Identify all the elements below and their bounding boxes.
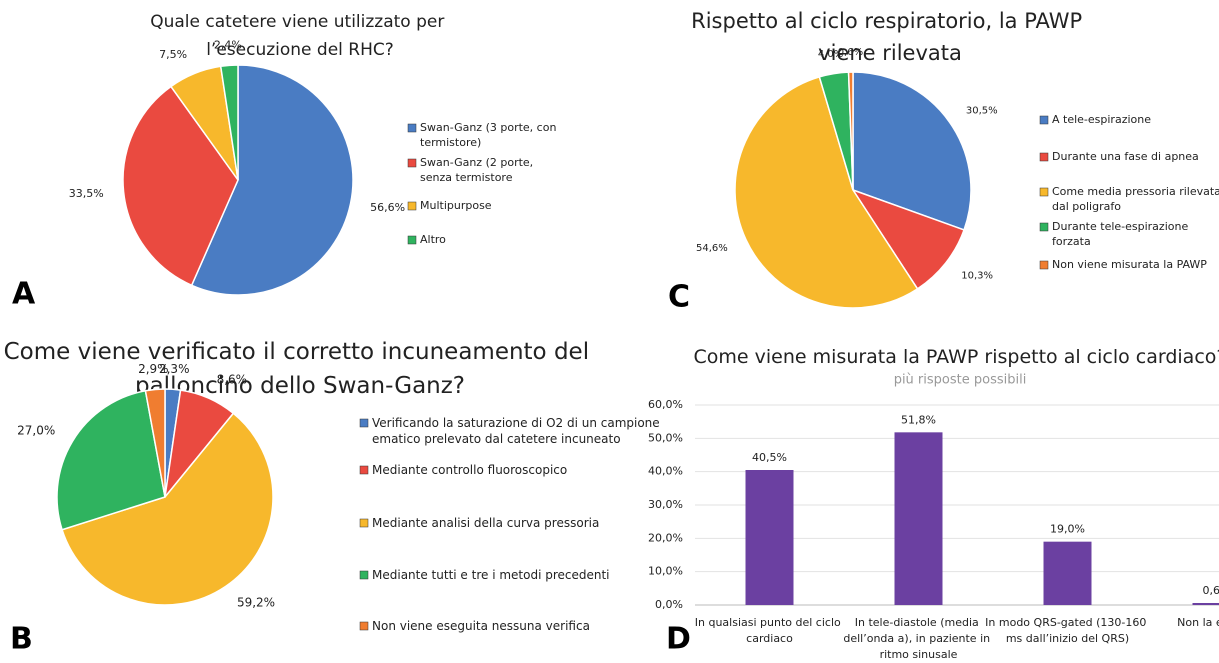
panel-label: B [10,622,33,657]
legend-label: Non viene eseguita nessuna verifica [372,619,590,633]
bar [894,432,943,605]
panel-label: D [666,622,691,657]
legend-swatch [1039,187,1049,197]
panel-label: A [12,277,36,312]
chart-title: Come viene verificato il corretto incune… [4,339,597,399]
pie-slice [847,71,854,191]
x-tick-label: In qualsiasi punto del ciclo cardiaco [695,616,844,645]
legend-swatch [1039,152,1049,162]
legend-swatch [359,570,369,580]
legend-label: A tele-espirazione [1052,113,1151,126]
bar [1192,603,1219,605]
bar [1043,541,1092,605]
data-label: 7,5% [159,48,187,61]
pie-slice [56,389,166,531]
legend-label: Mediante tutti e tre i metodi precedenti [372,568,610,582]
data-label: 27,0% [17,424,55,438]
pie-slice [144,388,166,498]
data-label: 30,5% [966,106,998,117]
pie-slice [852,71,972,231]
legend-label: Multipurpose [420,199,492,212]
data-label: 2,4% [214,38,242,51]
legend-swatch [407,158,417,168]
legend-swatch [359,621,369,631]
pie-slice [219,64,239,181]
chart-title: Rispetto al ciclo respiratorio, la PAWP … [691,9,1089,65]
legend-swatch [359,418,369,428]
x-tick-label: Non la eseguo [1177,616,1219,629]
data-label: 54,6% [696,243,728,254]
data-label: 59,2% [237,595,275,609]
data-label: 19,0% [1050,523,1085,536]
y-tick-label: 10,0% [648,565,683,578]
legend-label: Come media pressoria rilevata dal poligr… [1052,185,1219,213]
data-label: 40,5% [752,451,787,464]
legend-swatch [1039,260,1049,270]
legend-label: Altro [420,233,446,246]
y-tick-label: 20,0% [648,531,683,544]
pie-slice [851,188,965,290]
pie-slice [190,64,354,296]
legend-swatch [407,201,417,211]
x-tick-label: In modo QRS-gated (130-160 ms dall’inizi… [985,616,1150,645]
x-tick-label: In tele-diastole (media dell’onda a), in… [843,616,993,661]
legend-swatch [359,465,369,475]
chart-title: Come viene misurata la PAWP rispetto al … [694,346,1219,368]
legend-swatch [407,123,417,133]
data-label: 4,0% [818,49,843,60]
data-label: 33,5% [69,187,104,200]
data-label: 0,6% [838,47,863,58]
data-label: 2,9% [138,362,169,376]
data-label: 10,3% [961,271,993,282]
legend-label: Non viene misurata la PAWP [1052,258,1207,271]
pie-slice [122,85,239,287]
y-tick-label: 50,0% [648,431,683,444]
data-label: 8,6% [217,372,248,386]
legend-swatch [407,235,417,245]
legend-label: Durante una fase di apnea [1052,150,1199,163]
y-tick-label: 0,0% [655,598,683,611]
legend-label: Swan-Ganz (2 porte, senza termistore [420,156,537,184]
data-label: 0,6% [1203,584,1219,597]
legend-swatch [1039,115,1049,125]
legend-label: Mediante controllo fluoroscopico [372,463,567,477]
chart-title: Quale catetere viene utilizzato per l’es… [150,12,450,60]
y-tick-label: 60,0% [648,398,683,411]
data-label: 51,8% [901,413,936,426]
legend-swatch [359,518,369,528]
legend-label: Swan-Ganz (3 porte, con termistore) [420,121,560,149]
y-tick-label: 40,0% [648,465,683,478]
legend-label: Durante tele-espirazione forzata [1052,220,1192,248]
y-tick-label: 30,0% [648,498,683,511]
data-label: 56,6% [370,201,405,214]
pie-slice [61,412,274,606]
legend-label: Verificando la saturazione di O2 di un c… [372,416,664,446]
legend-label: Mediante analisi della curva pressoria [372,516,599,530]
data-label: 2,3% [159,362,190,376]
bar [745,470,794,605]
chart-subtitle: più risposte possibili [894,373,1027,388]
legend-swatch [1039,222,1049,232]
panel-label: C [668,280,690,315]
pie-slice [734,75,919,309]
